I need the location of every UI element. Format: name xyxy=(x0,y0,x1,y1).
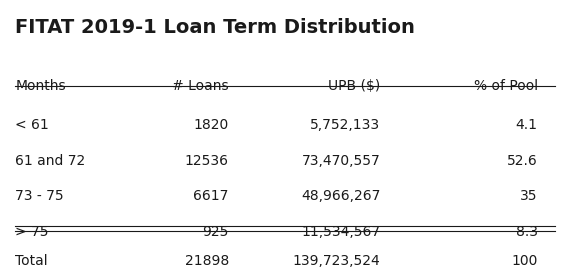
Text: 6617: 6617 xyxy=(193,189,229,203)
Text: 8.3: 8.3 xyxy=(516,225,538,239)
Text: 73 - 75: 73 - 75 xyxy=(15,189,64,203)
Text: 139,723,524: 139,723,524 xyxy=(293,254,381,268)
Text: UPB ($): UPB ($) xyxy=(328,79,381,93)
Text: Total: Total xyxy=(15,254,48,268)
Text: < 61: < 61 xyxy=(15,118,49,132)
Text: 1820: 1820 xyxy=(194,118,229,132)
Text: Months: Months xyxy=(15,79,66,93)
Text: % of Pool: % of Pool xyxy=(474,79,538,93)
Text: 35: 35 xyxy=(520,189,538,203)
Text: 48,966,267: 48,966,267 xyxy=(301,189,381,203)
Text: FITAT 2019-1 Loan Term Distribution: FITAT 2019-1 Loan Term Distribution xyxy=(15,18,416,37)
Text: 61 and 72: 61 and 72 xyxy=(15,154,86,168)
Text: 12536: 12536 xyxy=(185,154,229,168)
Text: 100: 100 xyxy=(511,254,538,268)
Text: 73,470,557: 73,470,557 xyxy=(302,154,381,168)
Text: 5,752,133: 5,752,133 xyxy=(310,118,381,132)
Text: 925: 925 xyxy=(202,225,229,239)
Text: 11,534,567: 11,534,567 xyxy=(302,225,381,239)
Text: 21898: 21898 xyxy=(185,254,229,268)
Text: 4.1: 4.1 xyxy=(516,118,538,132)
Text: 52.6: 52.6 xyxy=(507,154,538,168)
Text: > 75: > 75 xyxy=(15,225,49,239)
Text: # Loans: # Loans xyxy=(172,79,229,93)
